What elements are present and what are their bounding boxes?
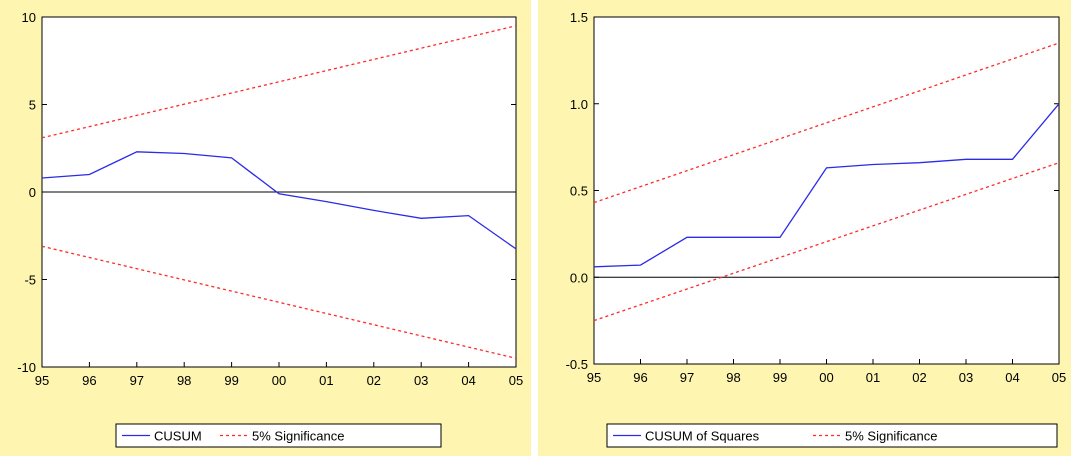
cusum-squares-chart: 1.5 1.0 0.5 0.0 -0.595 96 97 98 99 00 01 02 03 04 05 CU… — [566, 10, 1066, 448]
x-tick-label: 00 — [272, 373, 286, 388]
x-tick-label: 01 — [866, 370, 880, 385]
x-tick-label: 98 — [177, 373, 191, 388]
y-tick-label: 10 — [22, 10, 36, 25]
significance-band-line — [593, 162, 1060, 322]
x-tick-label: 04 — [461, 373, 475, 388]
plot-area — [593, 16, 1060, 365]
x-tick-label: 96 — [633, 370, 647, 385]
statistic-series-line — [593, 103, 1060, 268]
x-tick-label: 99 — [224, 373, 238, 388]
y-tick-label: 0.0 — [570, 270, 588, 285]
y-tick-label: -10 — [17, 360, 36, 375]
legend-label: CUSUM of Squares — [645, 429, 760, 444]
x-tick-label: 97 — [130, 373, 144, 388]
statistic-series-line — [41, 151, 517, 250]
y-tick-label: 0 — [29, 185, 36, 200]
x-tick-label: 96 — [82, 373, 96, 388]
x-tick-label: 98 — [726, 370, 740, 385]
y-tick-label: 1.5 — [570, 10, 588, 25]
x-tick-label: 03 — [959, 370, 973, 385]
legend-label: CUSUM — [154, 429, 202, 444]
cusum-squares-chart-panel: 1.5 1.0 0.5 0.0 -0.5 95 96 97 98 99 00 01 02 03 04 05 CU… — [538, 0, 1071, 456]
cusum-chart-panel: 10 5 0 -5 -10 95 96 97 98 99 00 01 02 03 04 05 CUSUM 5% S… — [0, 0, 531, 456]
y-tick-label: 5 — [29, 98, 36, 113]
legend: CUSUM of Squares 5% Significance — [606, 423, 1058, 448]
y-tick-label: -5 — [24, 273, 36, 288]
legend-label: 5% Significance — [252, 429, 345, 444]
x-tick-label: 02 — [367, 373, 381, 388]
x-tick-label: 97 — [680, 370, 694, 385]
x-tick-label: 95 — [587, 370, 601, 385]
x-tick-label: 03 — [414, 373, 428, 388]
x-tick-label: 05 — [509, 373, 523, 388]
legend-label: 5% Significance — [845, 429, 938, 444]
y-tick-label: 0.5 — [570, 184, 588, 199]
legend: CUSUM 5% Significance — [115, 423, 442, 448]
x-tick-label: 05 — [1052, 370, 1066, 385]
x-tick-label: 04 — [1005, 370, 1019, 385]
x-tick-label: 99 — [773, 370, 787, 385]
y-tick-label: 1.0 — [570, 97, 588, 112]
x-tick-label: 02 — [912, 370, 926, 385]
legend-box — [115, 423, 442, 448]
x-tick-label: 00 — [819, 370, 833, 385]
x-tick-label: 01 — [319, 373, 333, 388]
x-tick-label: 95 — [35, 373, 49, 388]
significance-band-line — [593, 42, 1060, 204]
y-tick-label: -0.5 — [566, 357, 588, 372]
